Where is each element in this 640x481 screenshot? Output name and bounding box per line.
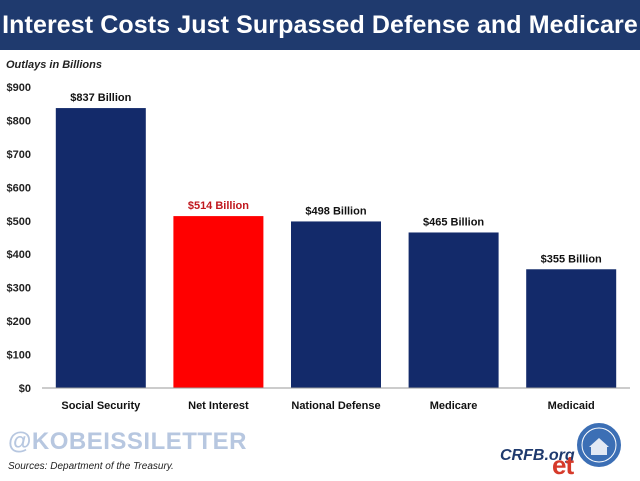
data-label: $465 Billion	[423, 216, 484, 228]
sources-note: Sources: Department of the Treasury.	[8, 461, 174, 472]
y-tick-label: $0	[19, 383, 31, 395]
chart-title: Interest Costs Just Surpassed Defense an…	[2, 10, 638, 39]
x-tick-label: Medicare	[430, 400, 478, 412]
bar	[408, 232, 499, 388]
seal-logo-icon	[575, 421, 623, 469]
bar-chart: $0 $100 $200 $300 $400 $500 $600 $700 $800 $900 $8…	[7, 82, 630, 412]
x-tick-label: Net Interest	[188, 400, 249, 412]
data-label: $355 Billion	[541, 253, 602, 265]
y-tick-label: $200	[7, 316, 31, 328]
chart-subtitle: Outlays in Billions	[6, 59, 102, 71]
y-tick-label: $600	[7, 182, 31, 194]
x-tick-label: Medicaid	[548, 400, 595, 412]
bar	[173, 216, 264, 388]
y-tick-label: $500	[7, 216, 31, 228]
data-label: $837 Billion	[70, 92, 131, 104]
y-tick-label: $100	[7, 350, 31, 362]
x-tick-label: Social Security	[61, 400, 141, 412]
brand-logo-text: et	[552, 450, 574, 480]
y-tick-label: $300	[7, 283, 31, 295]
y-tick-label: $900	[7, 82, 31, 94]
bar	[55, 108, 146, 388]
watermark-text: @KOBEISSILETTER	[8, 428, 247, 455]
data-label: $498 Billion	[305, 205, 366, 217]
bar	[526, 269, 617, 388]
site-link[interactable]: CRFB.org	[500, 447, 575, 464]
y-tick-label: $800	[7, 115, 31, 127]
bar	[291, 221, 381, 388]
y-tick-label: $400	[7, 249, 31, 261]
y-tick-label: $700	[7, 149, 31, 161]
data-label: $514 Billion	[188, 200, 249, 212]
x-tick-label: National Defense	[291, 400, 380, 412]
title-bar: Interest Costs Just Surpassed Defense an…	[0, 0, 640, 50]
